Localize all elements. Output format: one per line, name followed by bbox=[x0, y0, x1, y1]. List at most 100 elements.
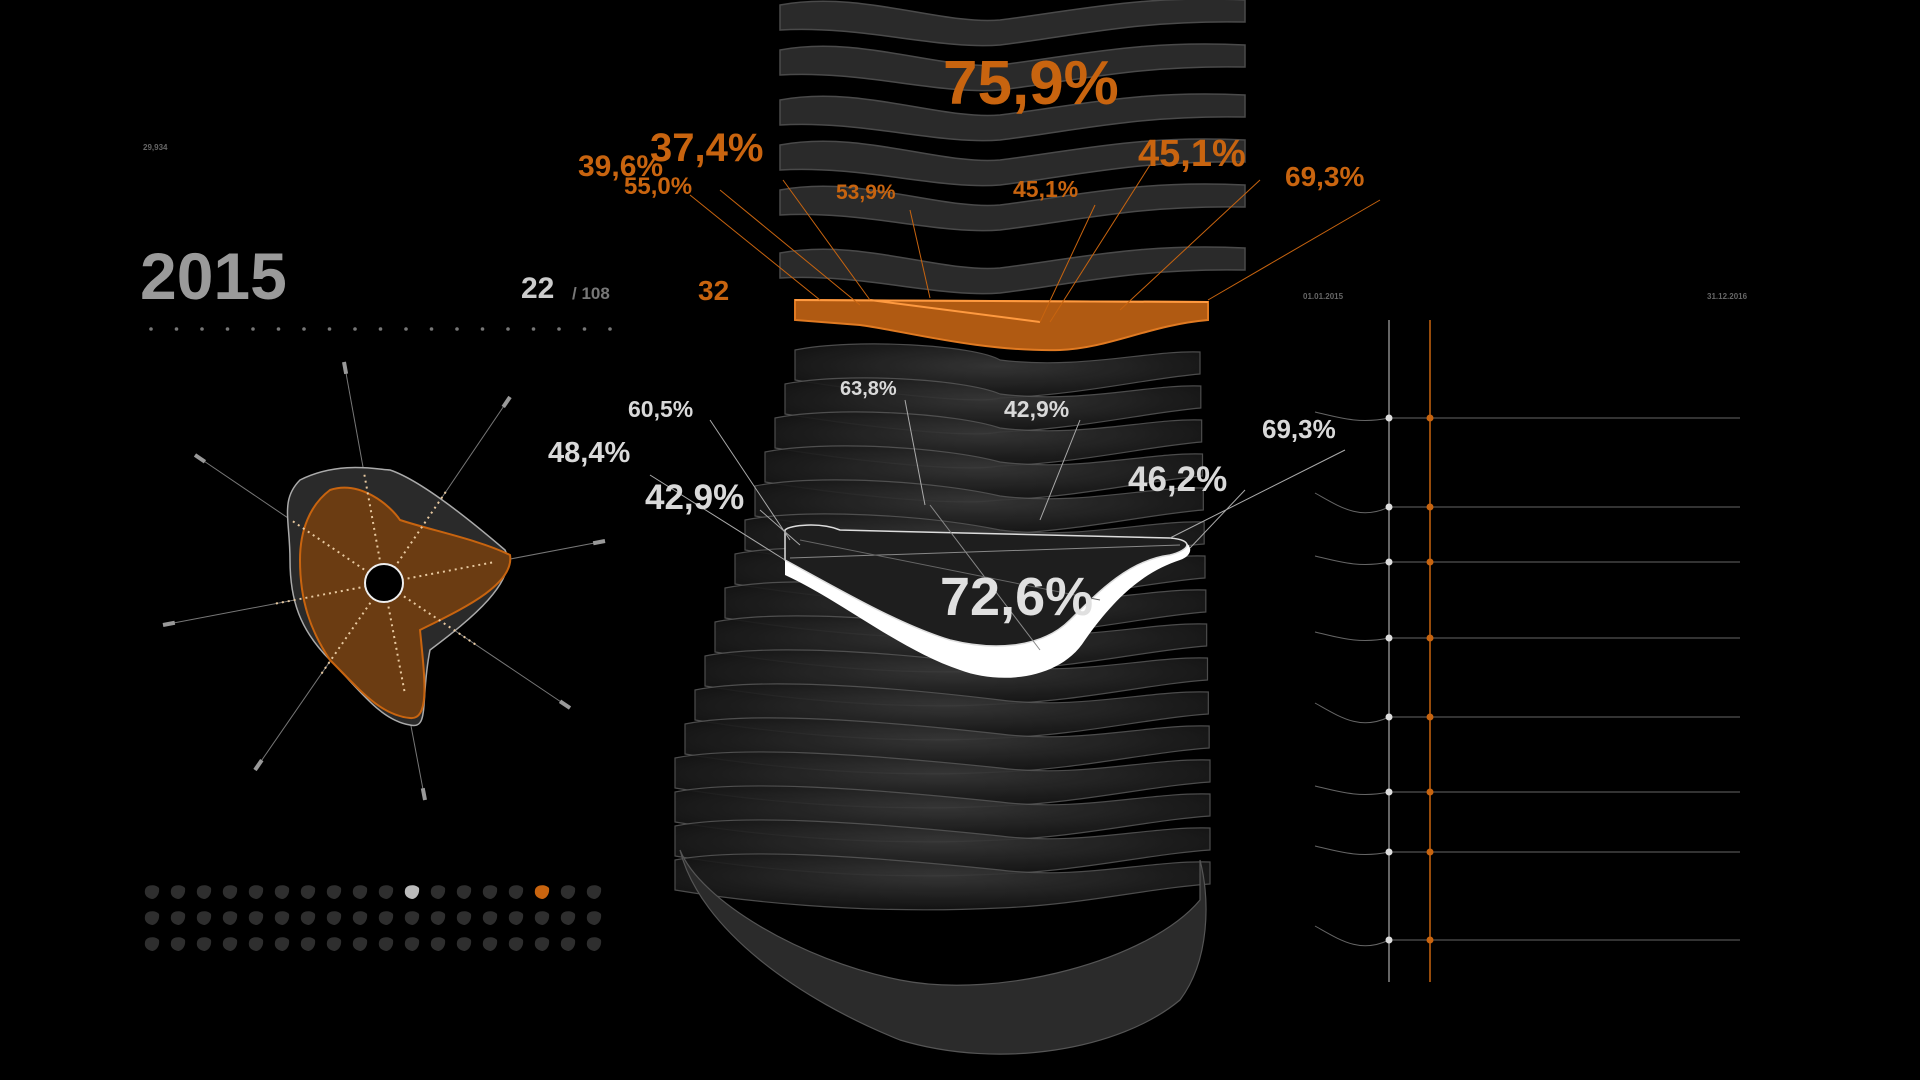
series-line bbox=[1314, 785, 1740, 795]
series-marker-orange bbox=[1426, 414, 1434, 422]
radar-axis-cap bbox=[501, 395, 512, 409]
radar-chart bbox=[162, 361, 606, 801]
thumbnail bbox=[196, 937, 212, 951]
thumbnail bbox=[248, 937, 264, 951]
progress-dot bbox=[149, 327, 153, 331]
radar-axis-cap bbox=[162, 620, 176, 627]
year-title: 2015 bbox=[140, 239, 287, 313]
series-marker bbox=[1385, 634, 1393, 642]
series-marker-orange bbox=[1426, 634, 1434, 642]
series-line bbox=[1314, 925, 1740, 947]
selected-label-6: 69,3% bbox=[1262, 414, 1336, 444]
leader-line bbox=[719, 189, 861, 306]
progress-dot bbox=[455, 327, 459, 331]
progress-dot bbox=[582, 327, 587, 331]
thumbnail bbox=[482, 885, 498, 899]
selected-label-4: 63,8% bbox=[840, 378, 897, 400]
end-date: 31.12.2016 bbox=[1707, 292, 1748, 301]
start-date: 01.01.2015 bbox=[1303, 292, 1344, 301]
thumbnail bbox=[534, 911, 550, 925]
series-line bbox=[1314, 702, 1740, 724]
thumbnail bbox=[300, 911, 316, 925]
thumbnail bbox=[534, 885, 550, 899]
progress-dot bbox=[506, 327, 510, 331]
highlight-label-2: 39,6% bbox=[578, 150, 664, 183]
stack-bottom bbox=[679, 849, 1207, 1055]
highlight-label-4: 53,9% bbox=[836, 181, 896, 204]
leader-line bbox=[1119, 179, 1261, 311]
progress-dot bbox=[353, 327, 357, 331]
series-marker bbox=[1385, 788, 1393, 796]
leader-line bbox=[709, 419, 791, 541]
thumbnail bbox=[534, 937, 550, 951]
selected-label-1: 60,5% bbox=[628, 396, 694, 422]
progress-dot bbox=[225, 327, 230, 331]
thumbnail bbox=[482, 937, 498, 951]
thumbnail bbox=[378, 937, 394, 951]
stack-layer bbox=[779, 93, 1246, 142]
highlight-label-3: 55,0% bbox=[624, 173, 693, 200]
leader-line bbox=[1169, 449, 1346, 539]
series-marker bbox=[1385, 848, 1393, 856]
thumbnail bbox=[352, 911, 368, 925]
highlight-index: 32 bbox=[698, 275, 730, 306]
leader-line bbox=[689, 194, 821, 301]
selected-layer bbox=[784, 504, 1191, 678]
current-index: 22 bbox=[521, 272, 555, 305]
thumbnail bbox=[378, 885, 394, 899]
progress-dot bbox=[276, 327, 281, 331]
series-marker-orange bbox=[1426, 788, 1434, 796]
thumbnail bbox=[456, 885, 472, 899]
selected-label-7: 46,2% bbox=[1128, 460, 1228, 499]
thumbnail bbox=[352, 937, 368, 951]
highlight-center-value: 75,9% bbox=[943, 49, 1119, 118]
thumbnail bbox=[560, 937, 576, 951]
progress-dot bbox=[480, 327, 485, 331]
selected-label-2: 48,4% bbox=[548, 437, 631, 469]
stack-layer bbox=[779, 138, 1246, 187]
series-marker bbox=[1385, 936, 1393, 944]
progress-dot bbox=[557, 327, 561, 331]
thumbnail bbox=[248, 885, 264, 899]
thumbnail bbox=[144, 911, 160, 925]
highlight-label-6: 45,1% bbox=[1138, 133, 1246, 175]
progress-dot bbox=[302, 327, 306, 331]
thumbnail bbox=[430, 885, 446, 899]
progress-dot bbox=[251, 327, 255, 331]
radar-axis-cap bbox=[342, 361, 349, 375]
selected-label-3: 42,9% bbox=[645, 478, 745, 517]
leader-line bbox=[1207, 199, 1381, 301]
series-marker bbox=[1385, 713, 1393, 721]
small-value: 29,934 bbox=[143, 143, 168, 152]
series-marker-orange bbox=[1426, 558, 1434, 566]
stack-layer bbox=[779, 43, 1246, 92]
radar-center bbox=[364, 563, 404, 603]
series-marker bbox=[1385, 558, 1393, 566]
year-progress-dots bbox=[149, 327, 612, 331]
thumbnail bbox=[326, 911, 342, 925]
radar-shape bbox=[298, 486, 512, 720]
thumbnail bbox=[326, 885, 342, 899]
thumbnail bbox=[300, 937, 316, 951]
progress-dot bbox=[174, 327, 179, 331]
leader-line bbox=[1189, 489, 1246, 549]
radar-axis-cap bbox=[420, 787, 427, 801]
progress-dot bbox=[200, 327, 204, 331]
selected-label-5: 42,9% bbox=[1004, 396, 1070, 422]
progress-dot bbox=[327, 327, 332, 331]
thumbnail bbox=[560, 911, 576, 925]
series-line bbox=[1314, 631, 1740, 641]
series-line bbox=[1314, 845, 1740, 855]
leader-line bbox=[782, 179, 871, 301]
thumbnail bbox=[586, 937, 602, 951]
thumbnail bbox=[326, 937, 342, 951]
series-marker bbox=[1385, 503, 1393, 511]
progress-dot bbox=[404, 327, 408, 331]
thumbnail bbox=[170, 885, 186, 899]
thumbnail bbox=[430, 911, 446, 925]
thumbnail bbox=[196, 885, 212, 899]
stack-layer bbox=[674, 853, 1211, 911]
series-marker bbox=[1385, 414, 1393, 422]
thumbnail bbox=[430, 937, 446, 951]
progress-dot bbox=[608, 327, 612, 331]
